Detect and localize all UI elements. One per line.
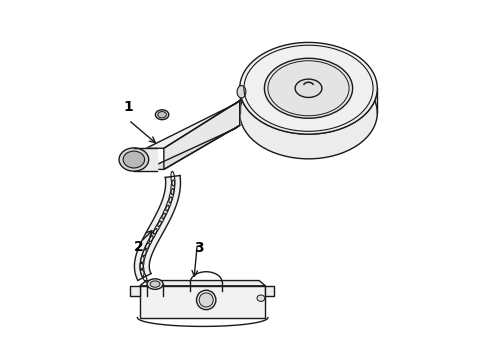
Polygon shape (140, 286, 266, 318)
Text: 3: 3 (194, 241, 203, 255)
Ellipse shape (155, 110, 169, 120)
Ellipse shape (295, 79, 322, 98)
Polygon shape (266, 286, 274, 296)
Polygon shape (146, 100, 240, 148)
Ellipse shape (237, 86, 246, 98)
Circle shape (199, 293, 213, 307)
Polygon shape (164, 100, 240, 170)
Polygon shape (146, 125, 240, 170)
Ellipse shape (240, 42, 377, 134)
Ellipse shape (265, 58, 353, 118)
Text: 1: 1 (123, 100, 133, 114)
Ellipse shape (158, 112, 166, 118)
Polygon shape (134, 148, 157, 171)
Polygon shape (134, 176, 180, 280)
Ellipse shape (123, 151, 145, 168)
Ellipse shape (257, 295, 265, 301)
Text: 2: 2 (134, 239, 144, 253)
Ellipse shape (119, 148, 148, 171)
Ellipse shape (147, 279, 163, 289)
Ellipse shape (150, 281, 160, 287)
Ellipse shape (196, 290, 216, 310)
Polygon shape (240, 88, 377, 159)
Polygon shape (130, 286, 140, 296)
Polygon shape (140, 280, 266, 286)
